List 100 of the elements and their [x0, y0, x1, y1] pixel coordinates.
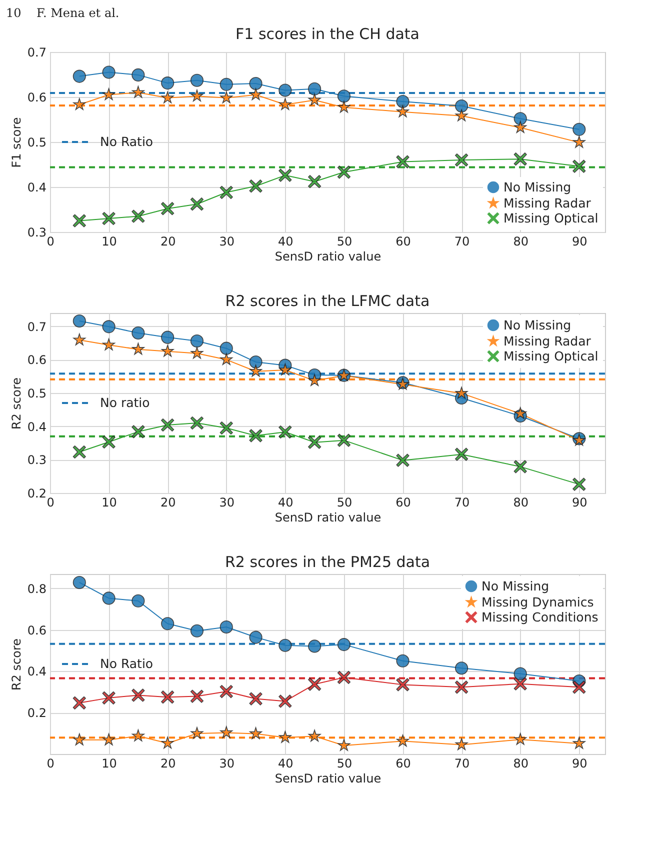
point	[455, 99, 468, 113]
point	[514, 667, 527, 680]
x-tick-label: 0	[46, 756, 54, 770]
point	[572, 478, 586, 491]
point	[190, 334, 204, 348]
legend-label: No ratio	[100, 395, 150, 410]
legend-label: No Missing	[482, 578, 550, 594]
point	[455, 738, 468, 750]
x-tick-label: 70	[454, 756, 470, 770]
point	[278, 168, 292, 182]
legend-label: No Missing	[504, 179, 572, 194]
point	[249, 76, 262, 90]
point	[220, 620, 233, 634]
x-tick-label: 40	[278, 496, 294, 510]
y-tick-label: 0.8	[27, 582, 46, 596]
point	[572, 122, 586, 136]
point	[338, 100, 350, 113]
x-tick-label: 10	[102, 496, 117, 510]
point	[132, 210, 145, 223]
point	[572, 680, 586, 694]
point	[250, 727, 262, 740]
y-axis-title: F1 score	[9, 117, 24, 168]
point	[514, 152, 527, 166]
point	[455, 109, 468, 122]
point	[73, 333, 86, 346]
point	[161, 76, 174, 90]
x-tick-label: 0	[46, 496, 54, 510]
point	[190, 624, 204, 638]
y-tick-label: 0.4	[27, 420, 46, 434]
x-tick-label: 90	[572, 234, 588, 248]
point	[338, 738, 350, 751]
point	[572, 160, 586, 173]
x-tick-label: 30	[219, 756, 235, 770]
point	[308, 175, 322, 188]
point	[132, 594, 145, 608]
point	[190, 74, 204, 87]
x-tick-label: 80	[513, 496, 528, 510]
point	[396, 654, 410, 668]
point	[132, 86, 144, 98]
point	[190, 346, 204, 359]
point	[250, 88, 262, 100]
point	[308, 640, 322, 653]
point	[161, 690, 174, 704]
point	[396, 454, 410, 467]
x-tick-label: 20	[160, 234, 176, 248]
x-tick-label: 0	[46, 234, 54, 248]
point	[278, 84, 292, 97]
point	[308, 374, 321, 386]
point	[337, 638, 350, 652]
x-tick-label: 50	[336, 234, 352, 248]
point	[308, 678, 322, 691]
point	[249, 355, 262, 369]
legend-label: Missing Radar	[504, 195, 592, 210]
y-tick-label: 0.4	[27, 180, 46, 194]
point	[102, 88, 116, 100]
point	[455, 662, 468, 675]
point	[190, 90, 204, 102]
x-tick-label: 10	[102, 234, 117, 248]
point	[396, 734, 409, 747]
y-tick-label: 0.5	[27, 136, 46, 150]
point	[455, 386, 468, 399]
point	[190, 690, 204, 703]
point	[278, 98, 292, 110]
point	[278, 638, 292, 652]
point	[72, 576, 86, 589]
point	[572, 736, 586, 749]
y-tick-label: 0.5	[27, 386, 46, 400]
point	[249, 630, 262, 644]
point	[190, 416, 204, 430]
x-tick-label: 80	[513, 756, 528, 770]
legend-label: Missing Optical	[504, 348, 598, 364]
x-tick-label: 50	[336, 756, 352, 770]
x-tick-label: 40	[278, 756, 294, 770]
legend-label: Missing Optical	[504, 210, 598, 226]
x-tick-label: 60	[396, 496, 411, 510]
y-tick-label: 0.3	[27, 453, 46, 468]
y-tick-label: 0.6	[27, 353, 46, 368]
y-axis-title: R2 score	[9, 638, 24, 691]
point	[161, 617, 174, 630]
point	[102, 691, 116, 704]
x-tick-label: 70	[454, 234, 470, 248]
point	[308, 82, 322, 96]
point	[337, 166, 350, 179]
point	[278, 363, 292, 376]
point	[220, 342, 233, 355]
x-tick-label: 90	[572, 496, 588, 510]
legend-label: No Ratio	[100, 656, 154, 671]
point	[102, 212, 116, 226]
y-tick-label: 0.7	[27, 320, 46, 334]
point	[102, 320, 116, 334]
point	[455, 680, 468, 694]
legend-label: Missing Dynamics	[482, 594, 594, 610]
y-axis-title: R2 score	[9, 377, 24, 430]
y-tick-label: 0.6	[27, 90, 46, 104]
point	[278, 730, 292, 743]
point	[132, 342, 144, 355]
point	[132, 326, 145, 340]
point	[396, 94, 410, 108]
x-tick-label: 30	[219, 234, 235, 248]
point	[220, 78, 233, 91]
